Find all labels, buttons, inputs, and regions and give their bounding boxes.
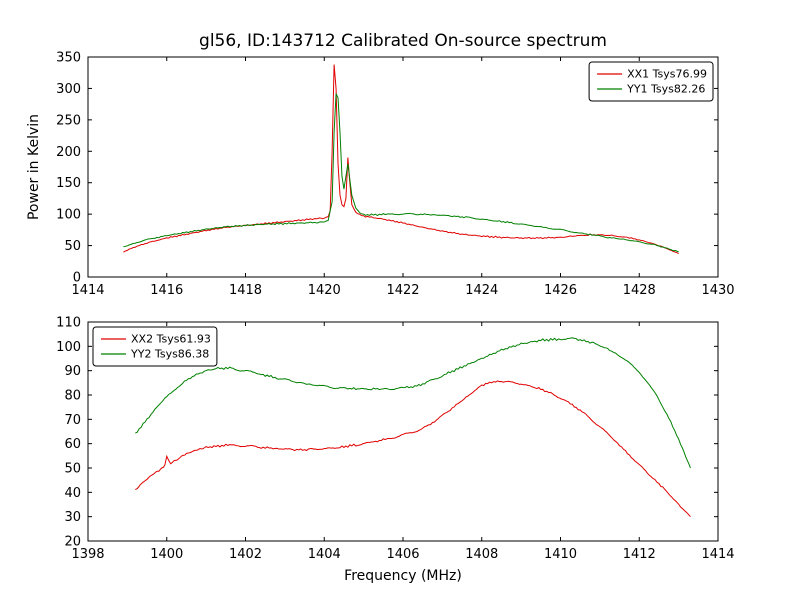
x-tick-label: 1410	[544, 547, 577, 562]
y-tick-label: 150	[56, 176, 81, 191]
legend-label: XX1 Tsys76.99	[627, 68, 707, 81]
x-tick-label: 1406	[386, 547, 419, 562]
x-tick-label: 1428	[623, 283, 656, 298]
x-tick-label: 1414	[701, 547, 734, 562]
subplot-1: 1414 1416 1418 1420 1422 1424 1426 1428 1430 0 50 1…	[56, 51, 734, 299]
legend-label: YY2 Tsys86.38	[130, 348, 209, 361]
x-tick-label: 1420	[308, 283, 341, 298]
legend-label: XX2 Tsys61.93	[131, 333, 211, 346]
x-tick-label: 1412	[623, 547, 656, 562]
y-tick-label: 300	[56, 82, 81, 97]
y-tick-label: 0	[73, 271, 81, 286]
y-tick-label: 100	[56, 208, 81, 223]
subplot-2: 1398 1400 1402 1404 1406 1408 1410 1412 1414 20 30…	[56, 316, 734, 563]
legend-box	[92, 326, 218, 367]
y-tick-label: 350	[56, 51, 81, 66]
y-tick-label: 200	[56, 145, 81, 160]
x-tick-label: 1426	[544, 283, 577, 298]
x-tick-label: 1398	[71, 547, 104, 562]
y-tick-label: 70	[64, 413, 81, 428]
y-tick-label: 80	[64, 389, 81, 404]
x-tick-label: 1404	[308, 547, 341, 562]
series-line-1	[135, 380, 691, 517]
y-tick-label: 20	[64, 535, 81, 550]
x-tick-label: 1400	[150, 547, 183, 562]
legend: XX1 Tsys76.99 YY1 Tsys82.26	[588, 61, 714, 102]
x-axis-label: Frequency (MHz)	[344, 568, 462, 584]
y-tick-label: 50	[64, 462, 81, 477]
series-line-2	[123, 93, 679, 253]
x-tick-label: 1416	[150, 283, 183, 298]
x-tick-label: 1430	[701, 283, 734, 298]
x-tick-label: 1402	[229, 547, 262, 562]
legend-label: YY1 Tsys82.26	[626, 83, 705, 96]
x-tick-label: 1414	[71, 283, 104, 298]
y-axis-label: Power in Kelvin	[26, 114, 42, 220]
y-tick-label: 60	[64, 437, 81, 452]
y-tick-label: 90	[64, 364, 81, 379]
x-tick-label: 1408	[465, 547, 498, 562]
y-tick-label: 110	[56, 316, 81, 331]
series-line-2	[135, 337, 691, 469]
y-tick-label: 40	[64, 486, 81, 501]
figure-title: gl56, ID:143712 Calibrated On-source spe…	[199, 31, 607, 51]
legend: XX2 Tsys61.93 YY2 Tsys86.38	[92, 326, 218, 367]
x-tick-label: 1424	[465, 283, 498, 298]
y-tick-label: 50	[64, 239, 81, 254]
y-tick-label: 30	[64, 510, 81, 525]
x-tick-label: 1418	[229, 283, 262, 298]
series-line-1	[123, 64, 679, 255]
legend-box	[588, 61, 714, 102]
y-tick-label: 100	[56, 340, 81, 355]
x-tick-label: 1422	[386, 283, 419, 298]
y-tick-label: 250	[56, 113, 81, 128]
